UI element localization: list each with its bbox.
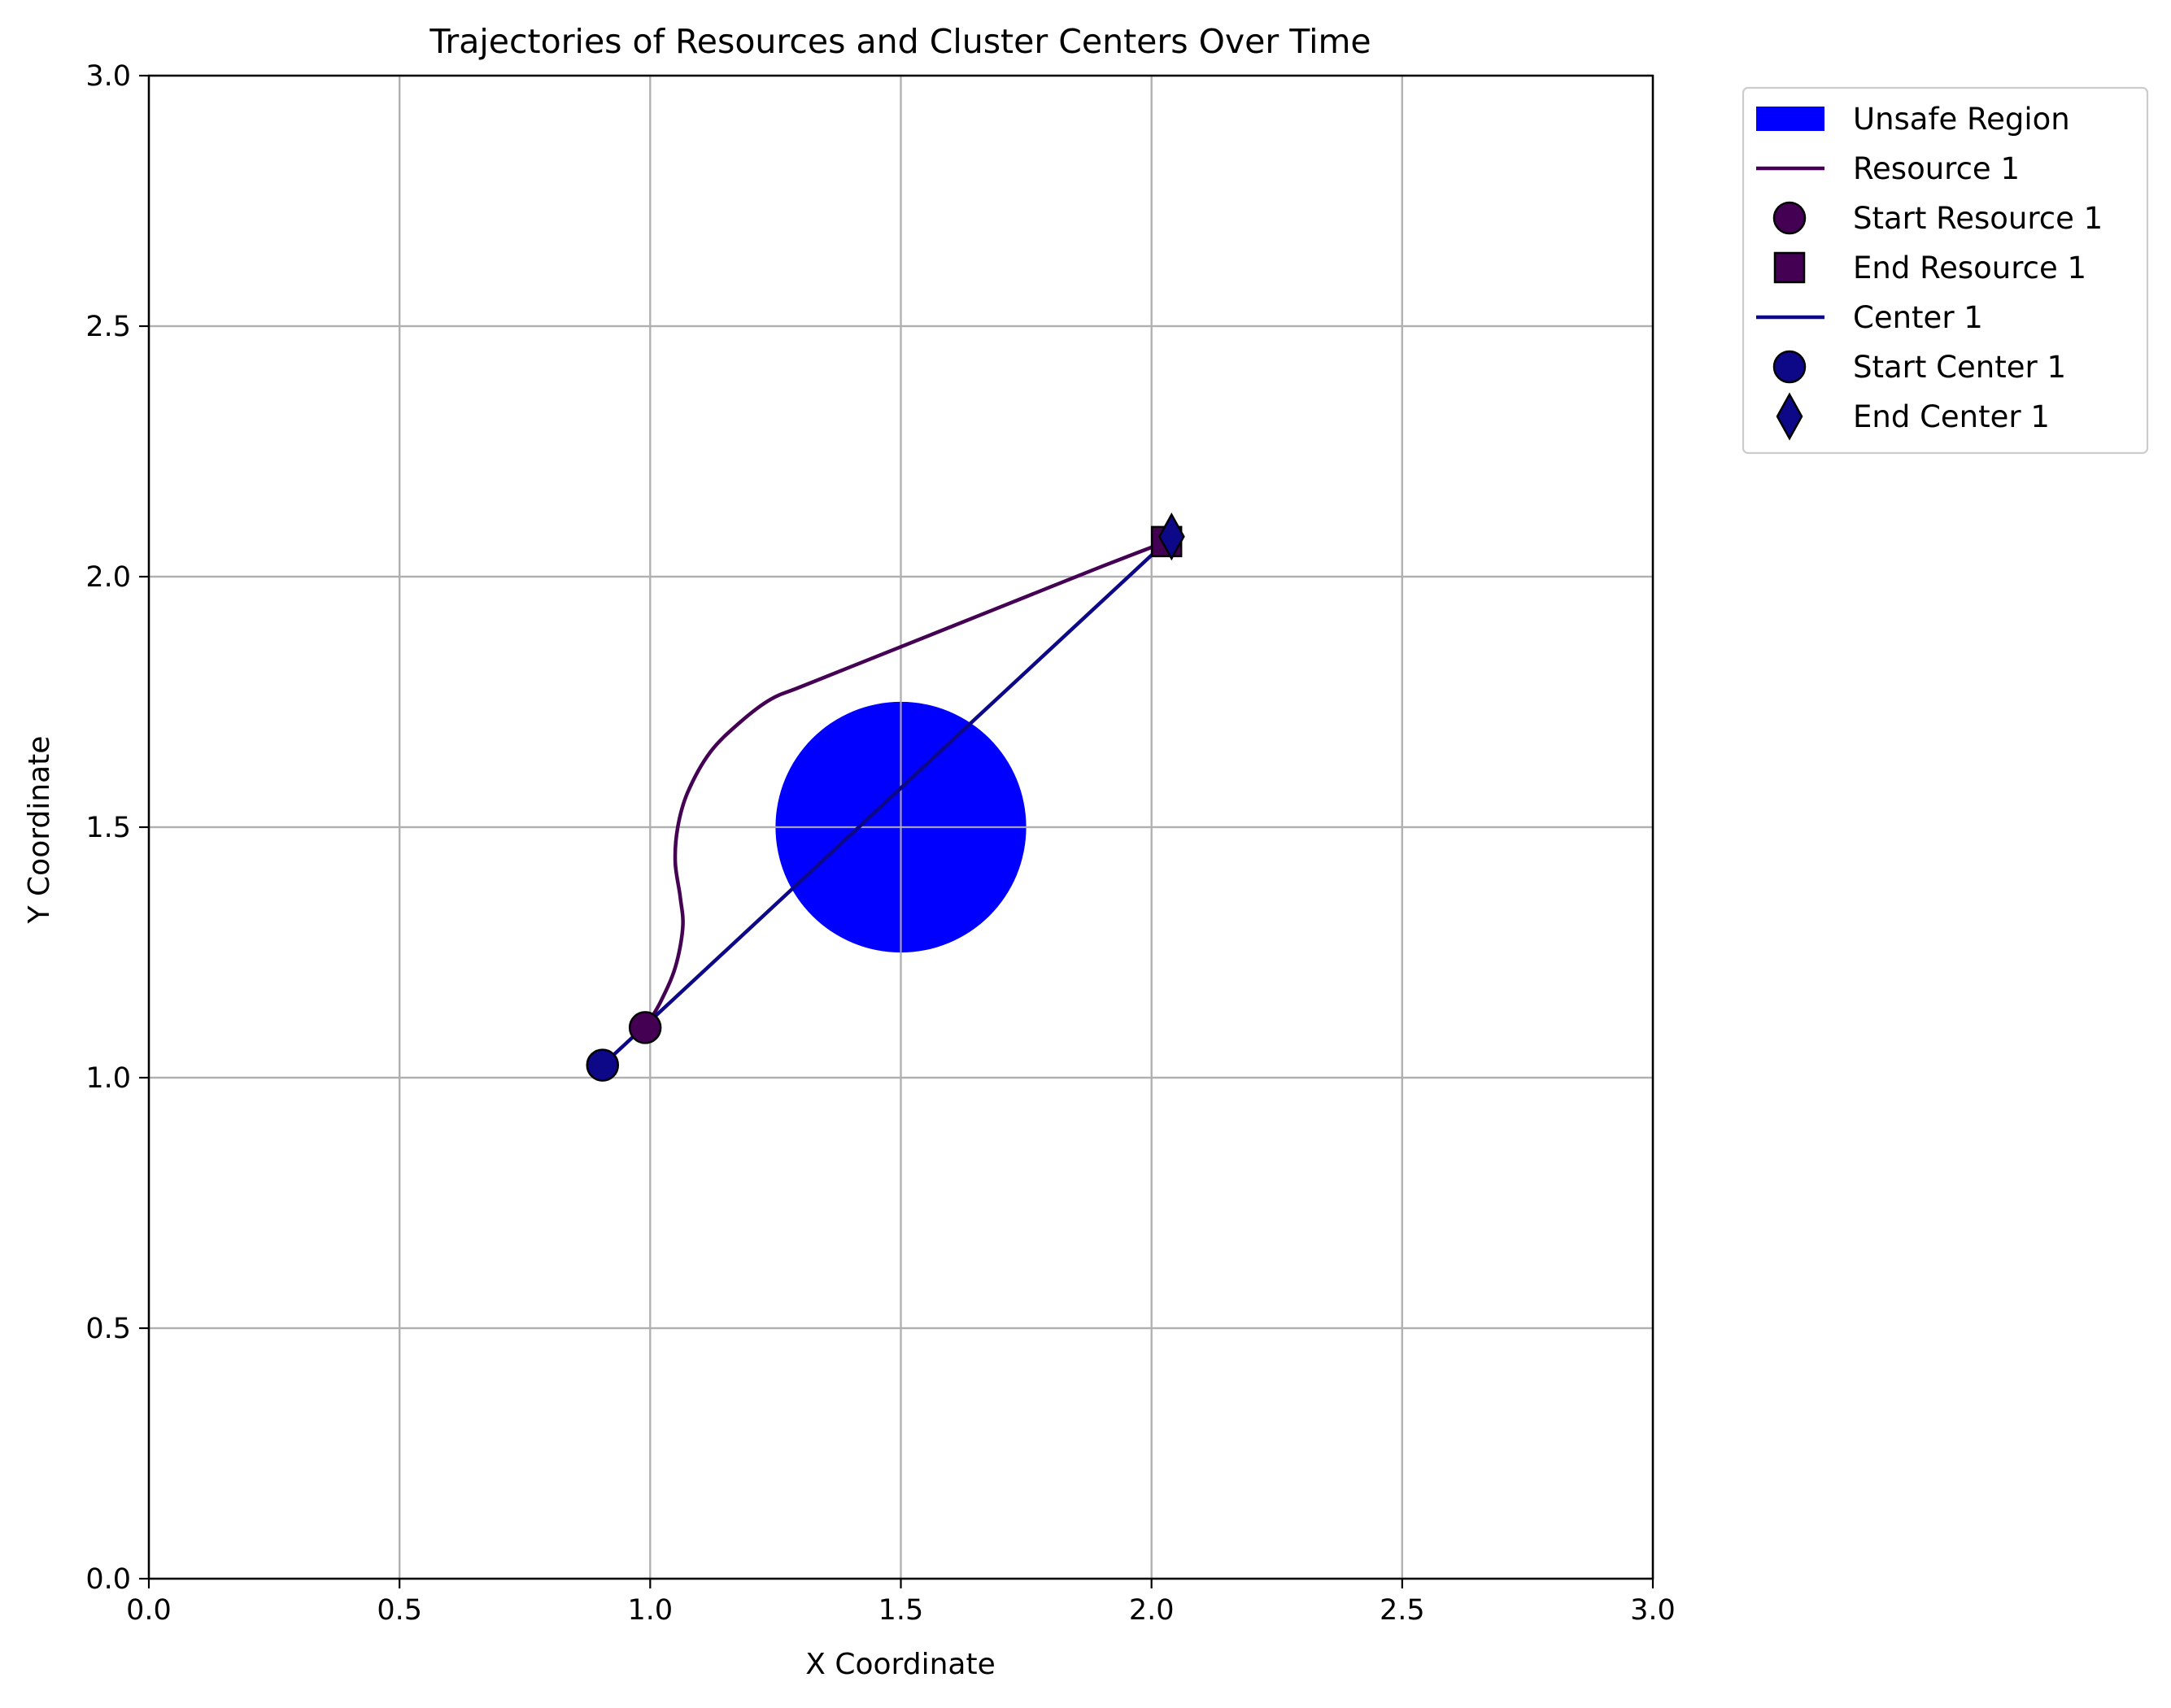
legend-label: Resource 1 xyxy=(1853,151,2020,186)
x-tick-label: 0.5 xyxy=(377,1594,422,1627)
y-tick-label: 1.0 xyxy=(85,1062,131,1095)
legend-label: Start Resource 1 xyxy=(1853,201,2103,236)
x-tick-label: 1.5 xyxy=(878,1594,924,1627)
legend-label: Center 1 xyxy=(1853,300,1983,335)
x-tick-label: 2.0 xyxy=(1129,1594,1175,1627)
legend-label: End Resource 1 xyxy=(1853,251,2086,285)
legend-handle-diamond xyxy=(1776,392,1803,441)
y-tick-label: 1.5 xyxy=(85,812,131,844)
x-tick-label: 1.0 xyxy=(627,1594,673,1627)
legend-label: Start Center 1 xyxy=(1853,350,2066,385)
x-tick-label: 0.0 xyxy=(126,1594,172,1627)
marker-start-resource-1 xyxy=(628,1011,662,1044)
legend-box xyxy=(1742,86,2149,455)
legend-handle-circle xyxy=(1772,350,1807,384)
chart-title: Trajectories of Resources and Cluster Ce… xyxy=(429,22,1371,61)
x-tick-label: 2.5 xyxy=(1380,1594,1425,1627)
y-axis-label: Y Coordinate xyxy=(23,736,56,925)
y-tick-label: 2.5 xyxy=(85,311,131,343)
axis-ticks: 0.0 0.5 1.0 1.5 2.0 2.5 3.0 0.0 0.5 1.0 1.5 2.0 2.5 3… xyxy=(85,60,1676,1627)
legend: Unsafe Region Resource 1 Start Resource 1 E… xyxy=(1742,86,2149,455)
y-tick-label: 0.0 xyxy=(85,1563,131,1596)
legend-label: Unsafe Region xyxy=(1853,102,2070,137)
marker-start-center-1 xyxy=(586,1048,620,1082)
series-line-center-1 xyxy=(600,534,1174,1067)
legend-handle-square xyxy=(1773,251,1806,284)
legend-label: End Center 1 xyxy=(1853,399,2050,434)
x-tick-label: 3.0 xyxy=(1630,1594,1676,1627)
x-axis-label: X Coordinate xyxy=(805,1648,995,1681)
legend-handle-patch xyxy=(1756,107,1824,131)
y-tick-label: 2.0 xyxy=(85,561,131,594)
series-line-resource-1 xyxy=(643,539,1169,1030)
legend-handle-circle xyxy=(1772,201,1807,235)
marker-layer xyxy=(586,512,1185,1082)
marker-end-center-1 xyxy=(1157,512,1185,561)
series-layer xyxy=(600,534,1174,1067)
y-tick-label: 3.0 xyxy=(85,60,131,93)
y-tick-label: 0.5 xyxy=(85,1313,131,1345)
